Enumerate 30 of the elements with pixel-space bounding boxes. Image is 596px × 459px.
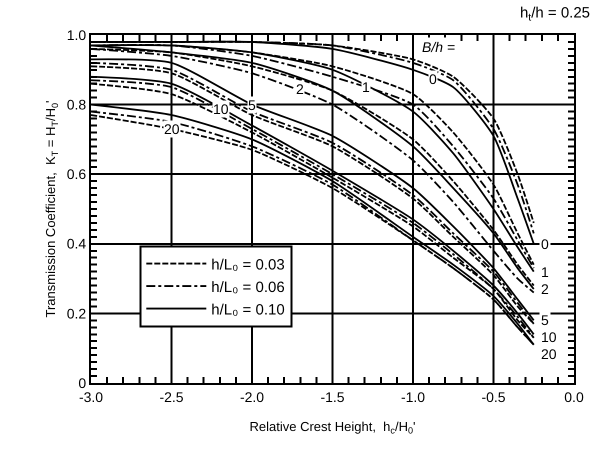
legend-label: h/L₀ = 0.06 [211,278,285,296]
x-tick-label: 0.0 [564,388,584,405]
x-tick-label: -1.5 [320,388,345,405]
annotation: 10 [213,101,229,117]
x-tick-label: -2.5 [159,388,184,405]
annotation: 2 [296,81,304,97]
annotation: B/h = [422,39,456,55]
y-tick-label: 0 [78,374,86,391]
y-tick-label: 0.4 [66,236,86,252]
x-tick-label: -1.0 [400,388,426,405]
annotation: 1 [362,79,370,95]
y-tick-label: 0.2 [66,305,86,322]
y-tick-label: 0.8 [66,96,86,112]
annotation: 10 [541,329,557,345]
annotation: 0 [541,236,549,252]
annotation: 5 [541,312,549,328]
chart-title: h$_{t}$/h = 0.25 [520,4,590,24]
legend-label: h/L₀ = 0.03 [211,256,285,274]
y-tick-label: 1.0 [66,26,86,43]
annotation: 20 [541,346,557,362]
x-axis-title: Relative Crest Height, h$_{c}$/H$_{0}$' [250,418,416,436]
x-tick-label: -3.0 [78,388,104,405]
legend-label: h/L₀ = 0.10 [211,301,285,318]
annotation: 1 [541,264,549,280]
annotation: 2 [541,281,549,297]
annotation: 0 [429,71,437,87]
x-tick-label: -2.0 [240,388,264,405]
x-tick-label: -0.5 [481,388,506,405]
annotation: 20 [164,121,180,137]
y-tick-label: 0.6 [66,166,86,182]
